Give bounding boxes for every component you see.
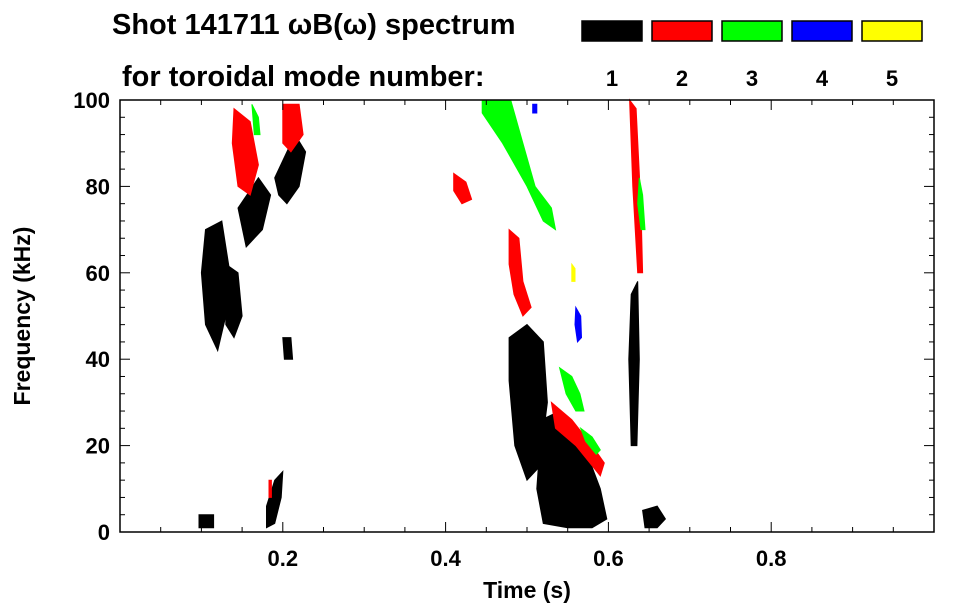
spectrum-region-mode-4-24: [532, 103, 538, 114]
spectrum-region-mode-1-10: [642, 505, 667, 529]
spectrum-region-mode-1-9: [628, 281, 640, 447]
y-tick-label: 60: [86, 261, 110, 286]
spectrum-region-mode-3-21: [637, 177, 646, 231]
legend-swatch-mode-4: [791, 20, 853, 42]
y-tick-label: 100: [73, 88, 110, 113]
spectrum-region-mode-1-5: [198, 514, 215, 529]
x-tick-label: 0.8: [756, 546, 787, 571]
legend-label-mode-3: 3: [746, 66, 758, 91]
chart-title-line1: Shot 141711 ωB(ω) spectrum: [112, 9, 516, 41]
spectrum-region-mode-2-12: [282, 103, 304, 153]
spectrum-region-mode-3-22: [251, 104, 261, 136]
y-axis-label: Frequency (kHz): [9, 227, 35, 406]
spectrum-region-mode-2-16: [629, 98, 644, 274]
spectrum-region-mode-3-19: [558, 366, 585, 412]
legend: 1 2 3 4 5: [581, 20, 923, 91]
legend-swatch-mode-2: [651, 20, 713, 42]
legend-label-mode-2: 2: [676, 66, 688, 91]
legend-swatch-mode-3: [721, 20, 783, 42]
spectrum-region-mode-1-2: [237, 176, 272, 248]
spectrum-region-mode-5-25: [571, 262, 576, 282]
legend-swatch-mode-5: [861, 20, 923, 42]
y-tick-label: 80: [86, 174, 110, 199]
y-tick-label: 0: [98, 520, 110, 545]
spectrum-region-mode-2-17: [268, 479, 272, 498]
legend-swatch-mode-1: [581, 20, 643, 42]
y-tick-label: 40: [86, 347, 110, 372]
spectrum-region-mode-1-0: [200, 220, 231, 353]
legend-label-mode-1: 1: [606, 66, 618, 91]
spectrum-region-mode-1-4: [282, 337, 294, 360]
axis-ticks: 0.2 0.4 0.6 0.8 0 20 40 60 80 100: [73, 88, 934, 571]
spectrum-region-mode-3-20: [579, 426, 601, 455]
chart-title-line2: for toroidal mode number:: [122, 61, 485, 93]
plot-regions: [198, 98, 667, 529]
spectrum-region-mode-2-14: [508, 228, 532, 317]
x-tick-label: 0.2: [268, 546, 299, 571]
spectrum-region-mode-4-23: [574, 305, 583, 344]
spectrum-region-mode-2-15: [550, 401, 605, 477]
x-axis-label: Time (s): [483, 577, 571, 603]
y-tick-label: 20: [86, 434, 110, 459]
legend-label-mode-4: 4: [816, 66, 829, 91]
spectrum-region-mode-3-18: [481, 99, 557, 231]
spectrum-region-mode-2-11: [231, 107, 259, 196]
x-tick-label: 0.6: [593, 546, 624, 571]
legend-label-mode-5: 5: [886, 66, 898, 91]
x-tick-label: 0.4: [430, 546, 461, 571]
spectrum-region-mode-1-1: [225, 263, 243, 339]
spectrum-region-mode-2-13: [453, 172, 473, 205]
spectrum-region-mode-1-6: [266, 470, 284, 529]
